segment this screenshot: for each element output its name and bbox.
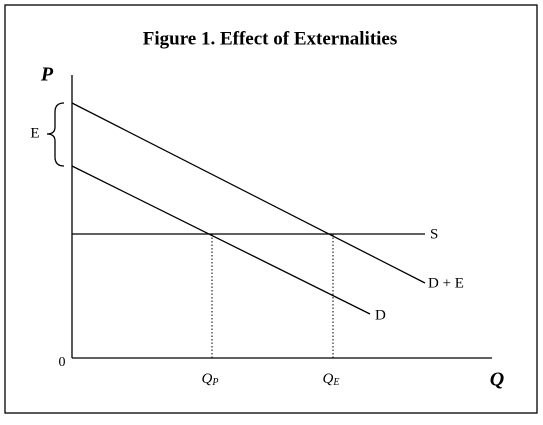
qe-label: QE [323, 371, 340, 388]
qe-sub: E [332, 377, 339, 388]
supply-label: S [430, 226, 438, 242]
title: Figure 1. Effect of Externalities [143, 28, 398, 49]
qp-main: Q [202, 371, 213, 387]
externality-brace [46, 102, 65, 167]
qe-main: Q [323, 371, 334, 387]
x-axis-label: Q [490, 369, 504, 391]
demand-label: D [375, 307, 386, 323]
origin-label: 0 [59, 355, 66, 370]
qp-sub: P [211, 377, 218, 388]
demand-plus-e-label: D + E [428, 275, 464, 291]
frame [4, 4, 538, 414]
y-axis-label: P [40, 64, 54, 86]
demand-line [71, 165, 371, 315]
externality-label: E [30, 125, 39, 141]
demand-plus-e-line [71, 102, 426, 284]
qp-label: QP [202, 371, 219, 388]
